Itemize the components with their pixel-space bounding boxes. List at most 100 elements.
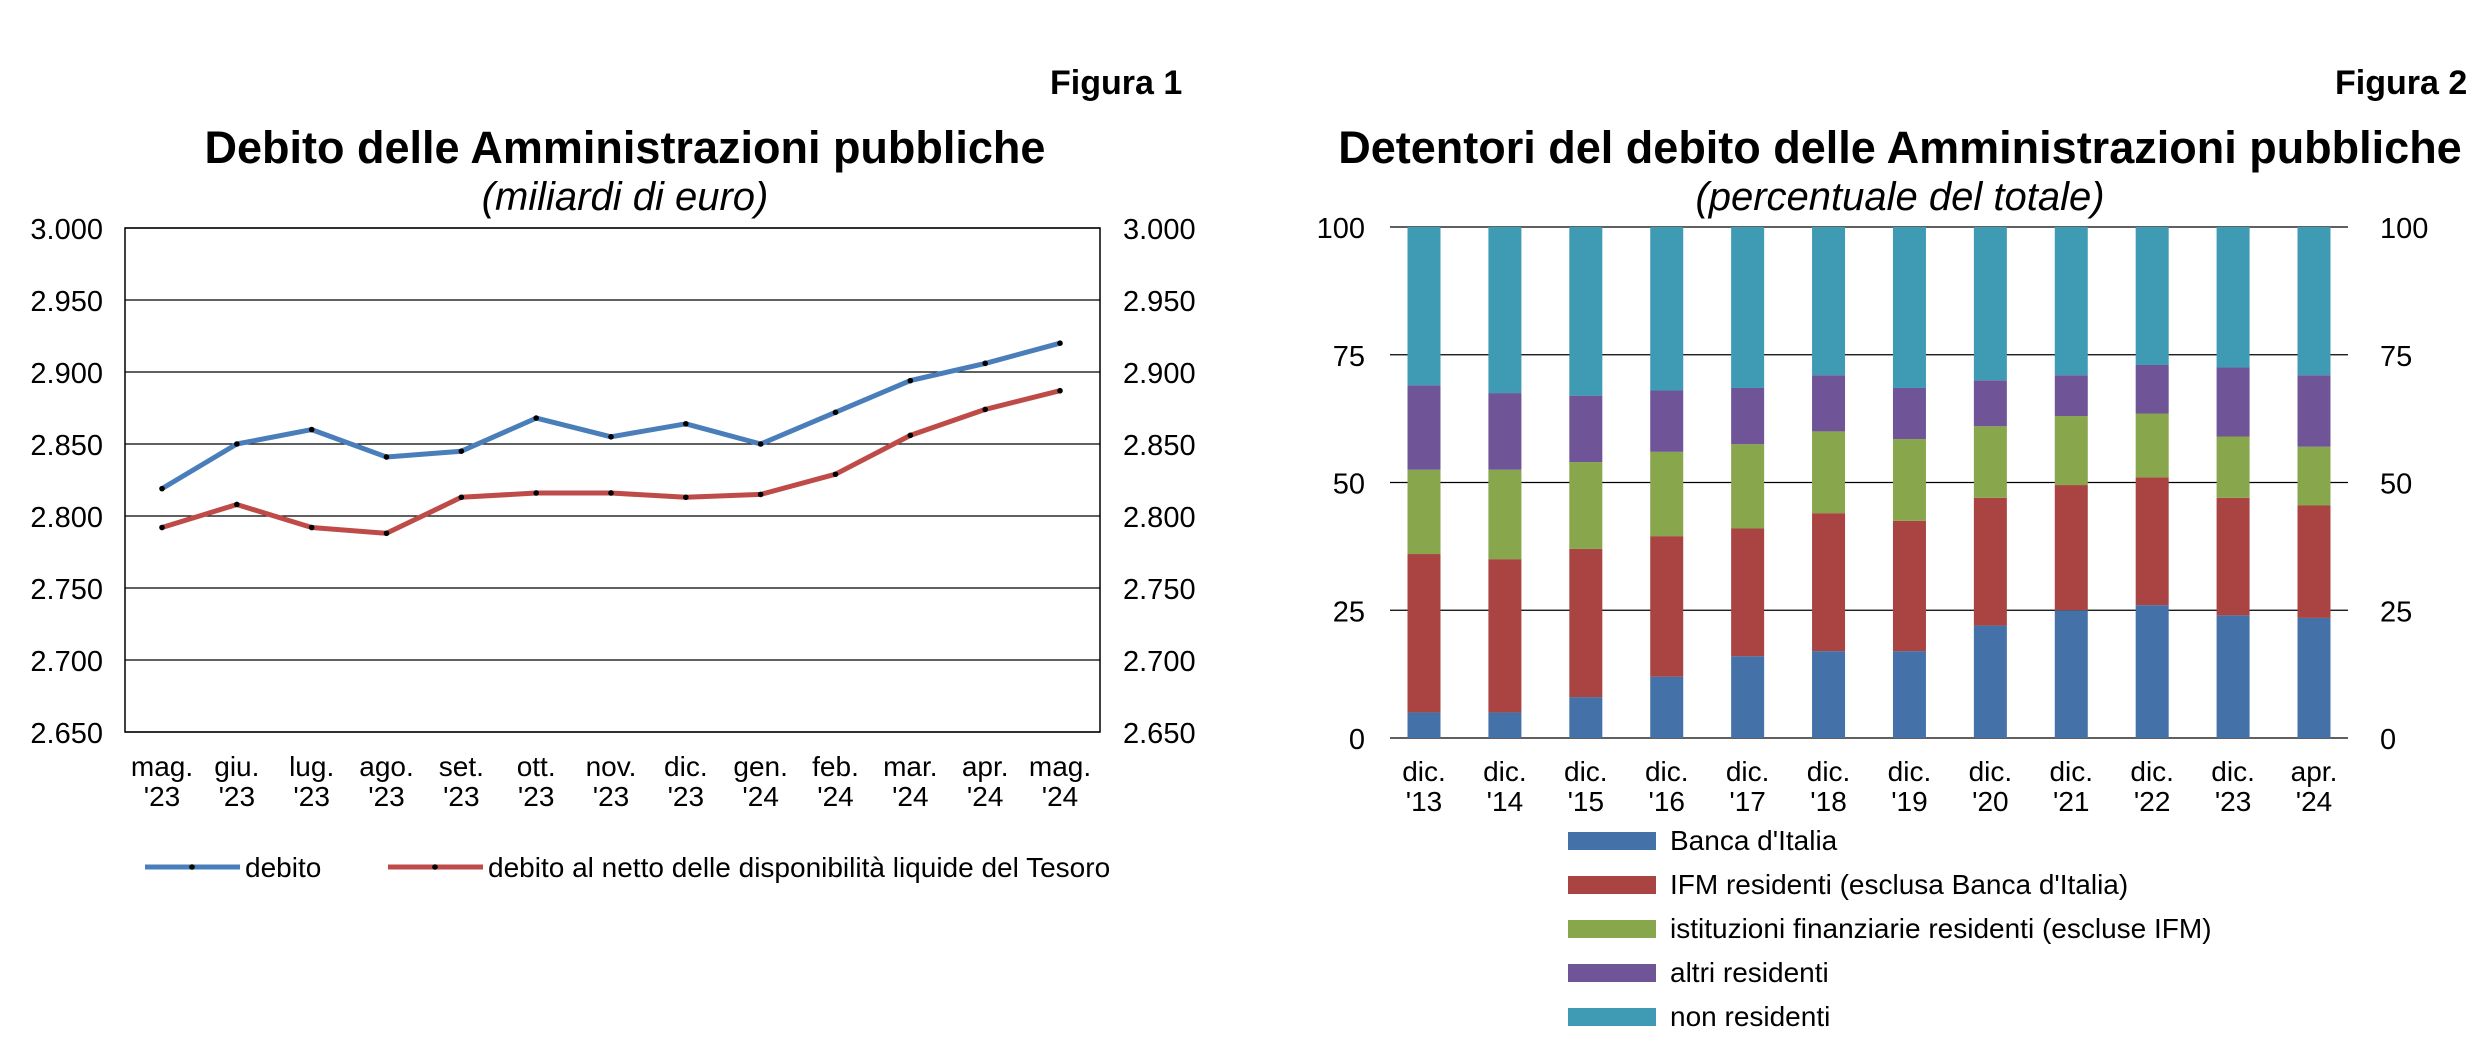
x-tick-label: feb.	[812, 751, 859, 782]
x-tick-label: lug.	[289, 751, 334, 782]
bar-segment	[1973, 380, 2007, 427]
y-tick-label-left: 2.700	[30, 646, 103, 678]
legend-swatch	[1568, 1008, 1656, 1026]
bar-segment	[1731, 444, 1765, 529]
figure-2-title: Detentori del debito delle Amministrazio…	[1338, 122, 2462, 173]
data-point	[159, 485, 165, 492]
x-tick-label-year: '23	[368, 781, 405, 812]
x-tick-label-year: '23	[2215, 786, 2252, 817]
data-point	[907, 377, 914, 384]
x-tick-label: apr.	[962, 751, 1009, 782]
data-point	[683, 421, 689, 427]
x-tick-label-year: '23	[219, 781, 256, 812]
x-tick-label: dic.	[1564, 756, 1608, 787]
bar-segment	[1812, 375, 1846, 432]
x-tick-label-year: '17	[1729, 786, 1766, 817]
bar-segment	[2297, 375, 2331, 447]
x-tick-label-year: '15	[1568, 786, 1605, 817]
legend-swatch	[1568, 964, 1656, 982]
y-tick-label-left: 2.850	[30, 430, 103, 462]
y-tick-label-left: 3.000	[30, 214, 103, 246]
y-tick-label-right: 75	[2380, 341, 2412, 373]
data-point	[608, 434, 614, 440]
legend-swatch	[1568, 920, 1656, 938]
bar-segment	[1569, 227, 1603, 396]
x-tick-label-year: '23	[293, 781, 330, 812]
y-tick-label-left: 0	[1349, 724, 1365, 756]
bar-segment	[1973, 497, 2007, 626]
bar-segment	[1812, 227, 1846, 376]
x-tick-label-year: '23	[593, 781, 630, 812]
bar-segment	[2297, 617, 2331, 738]
x-tick-label: dic.	[1888, 756, 1932, 787]
legend-label: Banca d'Italia	[1670, 825, 1838, 856]
bar-segment	[1973, 227, 2007, 381]
bar-segment	[1569, 548, 1603, 698]
y-tick-label-right: 25	[2380, 596, 2412, 628]
x-tick-label-year: '19	[1891, 786, 1928, 817]
legend-label: IFM residenti (esclusa Banca d'Italia)	[1670, 869, 2128, 900]
x-tick-label: mar.	[883, 751, 937, 782]
x-tick-label-year: '24	[892, 781, 929, 812]
data-point	[1057, 340, 1063, 347]
bar-segment	[2135, 227, 2169, 365]
data-point	[533, 490, 539, 496]
bar-segment	[2216, 436, 2250, 498]
figure-2-subtitle: (percentuale del totale)	[1695, 175, 2105, 219]
line-chart-debito: 2.650 2.650 2.700 2.700 2.750 2.750 2.800 2.800…	[30, 214, 1196, 883]
y-tick-label-left: 25	[1333, 596, 1365, 628]
data-point	[383, 454, 390, 460]
bar-segment	[1812, 513, 1846, 652]
bar-segment	[1650, 451, 1684, 537]
data-point	[383, 530, 390, 537]
data-point	[159, 524, 165, 531]
x-tick-label: apr.	[2291, 756, 2338, 787]
bar-segment	[2135, 413, 2169, 478]
x-tick-label-year: '24	[742, 781, 779, 812]
x-tick-label: dic.	[1645, 756, 1689, 787]
bar-segment	[2297, 227, 2331, 376]
legend-label: non residenti	[1670, 1001, 1830, 1032]
y-tick-label-right: 2.700	[1123, 646, 1196, 678]
figure-1-title: Debito delle Amministrazioni pubbliche	[204, 122, 1046, 173]
bar-segment	[1488, 712, 1522, 738]
x-tick-label-year: '21	[2053, 786, 2090, 817]
x-tick-label: dic.	[2211, 756, 2255, 787]
y-tick-label-left: 75	[1333, 341, 1365, 373]
x-tick-label: mag.	[131, 751, 193, 782]
bar-segment	[1892, 227, 1926, 388]
y-tick-label-left: 2.650	[30, 718, 103, 750]
data-point	[757, 441, 764, 447]
bar-segment	[2297, 446, 2331, 506]
bar-segment	[2054, 416, 2088, 486]
bar-segment	[2135, 364, 2169, 414]
bar-segment	[2054, 610, 2088, 738]
x-tick-label: dic.	[2130, 756, 2174, 787]
y-tick-label-right: 2.800	[1123, 502, 1196, 534]
bar-segment	[1488, 393, 1522, 470]
bar-segment	[1407, 554, 1441, 713]
y-tick-label-right: 100	[2380, 213, 2428, 245]
y-tick-label-right: 2.750	[1123, 574, 1196, 606]
x-tick-label-year: '23	[518, 781, 555, 812]
y-tick-label-right: 3.000	[1123, 214, 1196, 246]
x-tick-label: giu.	[214, 751, 259, 782]
figure-1-subtitle: (miliardi di euro)	[481, 175, 769, 219]
bar-segment	[2054, 375, 2088, 417]
y-tick-label-right: 50	[2380, 469, 2412, 501]
y-tick-label-left: 50	[1333, 469, 1365, 501]
bar-segment	[1973, 426, 2007, 498]
bar-segment	[1650, 227, 1684, 391]
x-tick-label-year: '24	[2296, 786, 2333, 817]
bar-segment	[1407, 712, 1441, 738]
bar-segment	[1488, 227, 1522, 394]
x-tick-label: nov.	[586, 751, 637, 782]
data-point	[458, 448, 465, 455]
bar-segment	[1892, 439, 1926, 521]
x-tick-label-year: '23	[668, 781, 705, 812]
legend-label: istituzioni finanziarie residenti (esclu…	[1670, 913, 2212, 944]
x-tick-label-year: '22	[2134, 786, 2171, 817]
x-tick-label: mag.	[1029, 751, 1091, 782]
figure-2-label: Figura 2	[2335, 64, 2468, 102]
x-tick-label: dic.	[1483, 756, 1527, 787]
